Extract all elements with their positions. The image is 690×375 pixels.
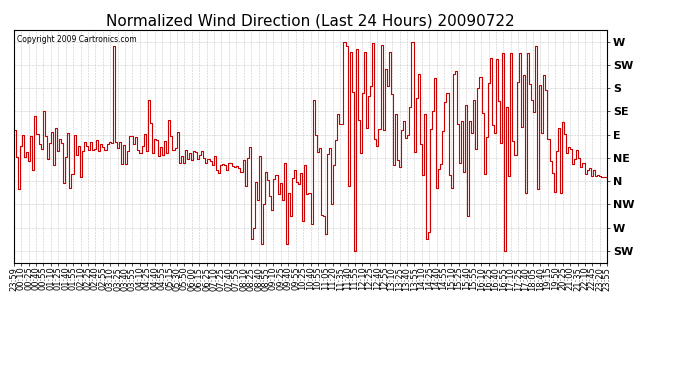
Text: Normalized Wind Direction (Last 24 Hours) 20090722: Normalized Wind Direction (Last 24 Hours… bbox=[106, 13, 515, 28]
Text: Copyright 2009 Cartronics.com: Copyright 2009 Cartronics.com bbox=[17, 34, 137, 44]
